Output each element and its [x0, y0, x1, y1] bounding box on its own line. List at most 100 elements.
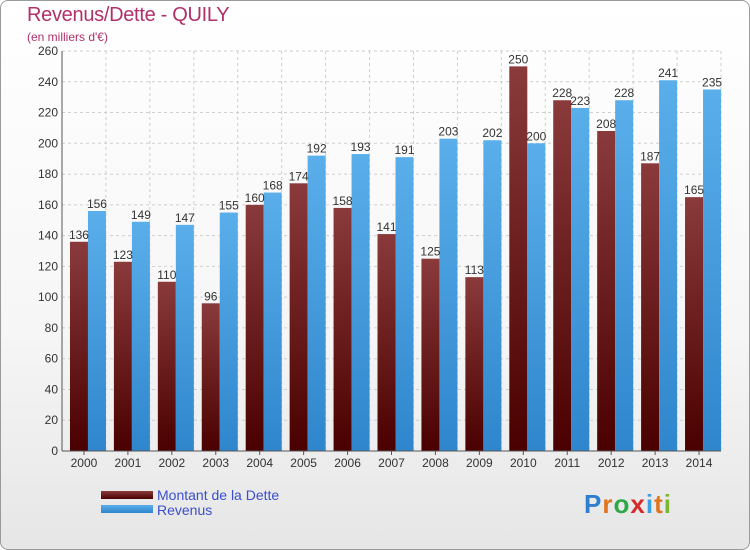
x-tick-label: 2012 — [598, 456, 625, 470]
legend-swatch-revenue — [101, 505, 153, 513]
bar-debt — [509, 66, 528, 451]
bar-debt — [641, 163, 660, 452]
bar-revenue — [87, 211, 106, 451]
y-tick-label: 0 — [51, 444, 58, 458]
data-label-debt: 165 — [684, 183, 704, 197]
y-tick-label: 40 — [45, 382, 59, 396]
logo-letter: o — [613, 489, 631, 519]
bar-revenue — [527, 143, 546, 452]
bar-debt — [157, 281, 176, 451]
x-tick-label: 2009 — [466, 456, 493, 470]
data-label-debt: 136 — [69, 228, 89, 242]
data-label-debt: 158 — [333, 194, 353, 208]
proxiti-logo: Proxiti — [584, 489, 672, 520]
x-tick-label: 2013 — [642, 456, 669, 470]
bar-debt — [113, 261, 132, 451]
x-tick-label: 2011 — [554, 456, 580, 470]
logo-letter: r — [602, 489, 614, 519]
bar-revenue — [659, 80, 678, 451]
bar-debt — [69, 241, 88, 451]
bar-revenue — [219, 212, 238, 451]
bar-debt — [553, 100, 572, 451]
data-label-revenue: 223 — [570, 94, 590, 108]
data-label-debt: 250 — [508, 52, 528, 66]
data-label-revenue: 203 — [438, 125, 458, 139]
bar-debt — [201, 303, 220, 451]
y-tick-label: 260 — [38, 44, 58, 58]
data-label-revenue: 191 — [394, 143, 414, 157]
bar-revenue — [307, 155, 326, 451]
logo-letter: i — [645, 489, 655, 519]
logo-letter: t — [654, 489, 664, 519]
bar-revenue — [483, 140, 502, 451]
data-label-revenue: 168 — [263, 179, 283, 193]
bar-revenue — [351, 154, 370, 452]
y-tick-label: 180 — [38, 167, 58, 181]
x-tick-label: 2007 — [378, 456, 405, 470]
bar-debt — [597, 131, 616, 451]
data-label-revenue: 241 — [658, 66, 678, 80]
y-tick-label: 60 — [45, 352, 59, 366]
data-label-revenue: 192 — [307, 142, 327, 156]
y-tick-label: 20 — [45, 413, 59, 427]
x-tick-label: 2003 — [202, 456, 229, 470]
data-label-debt: 110 — [157, 268, 176, 282]
data-label-revenue: 202 — [482, 126, 502, 140]
chart-title: Revenus/Dette - QUILY — [27, 4, 230, 26]
data-label-debt: 123 — [113, 248, 133, 262]
x-tick-label: 2005 — [290, 456, 317, 470]
data-label-debt: 228 — [552, 86, 572, 100]
data-label-debt: 160 — [245, 191, 265, 205]
bar-revenue — [703, 89, 722, 451]
data-label-revenue: 149 — [131, 208, 151, 222]
legend-label-revenue: Revenus — [157, 502, 213, 518]
data-label-revenue: 235 — [702, 75, 722, 89]
data-label-revenue: 155 — [219, 199, 239, 213]
bar-debt — [333, 207, 352, 451]
data-label-revenue: 228 — [614, 86, 634, 100]
x-tick-label: 2004 — [246, 456, 273, 470]
bar-debt — [289, 183, 308, 452]
x-tick-label: 2006 — [334, 456, 361, 470]
bar-revenue — [263, 192, 282, 452]
logo-letter: P — [584, 489, 603, 519]
logo-letter: i — [663, 489, 672, 519]
bar-revenue — [131, 221, 150, 451]
bar-revenue — [175, 224, 194, 451]
bar-debt — [377, 234, 396, 451]
data-label-debt: 187 — [640, 149, 660, 163]
y-tick-label: 80 — [45, 321, 59, 335]
data-label-debt: 141 — [376, 220, 396, 234]
legend-swatch-debt — [101, 491, 153, 499]
x-tick-label: 2010 — [510, 456, 537, 470]
bar-revenue — [395, 157, 414, 451]
x-tick-label: 2001 — [115, 456, 142, 470]
x-tick-label: 2002 — [158, 456, 185, 470]
bar-revenue — [615, 100, 634, 451]
bar-revenue — [571, 107, 590, 451]
data-label-debt: 96 — [204, 289, 218, 303]
x-tick-label: 2008 — [422, 456, 449, 470]
chart-subtitle: (en milliers d'€) — [27, 30, 108, 44]
x-tick-label: 2014 — [686, 456, 713, 470]
bar-revenue — [439, 138, 458, 451]
bar-debt — [465, 277, 484, 451]
data-label-debt: 208 — [596, 117, 616, 131]
data-label-revenue: 156 — [87, 197, 107, 211]
y-tick-label: 120 — [38, 259, 58, 273]
y-tick-label: 140 — [38, 229, 58, 243]
legend-label-debt: Montant de la Dette — [157, 487, 280, 503]
data-label-debt: 113 — [465, 263, 484, 277]
logo-letter: x — [630, 489, 646, 519]
y-tick-label: 220 — [38, 106, 58, 120]
y-tick-label: 200 — [38, 136, 58, 150]
y-tick-label: 240 — [38, 75, 58, 89]
x-tick-label: 2000 — [71, 456, 98, 470]
bar-debt — [245, 204, 264, 451]
y-tick-label: 160 — [38, 198, 58, 212]
data-label-debt: 125 — [420, 245, 440, 259]
bar-debt — [421, 258, 440, 451]
data-label-debt: 174 — [289, 169, 309, 183]
